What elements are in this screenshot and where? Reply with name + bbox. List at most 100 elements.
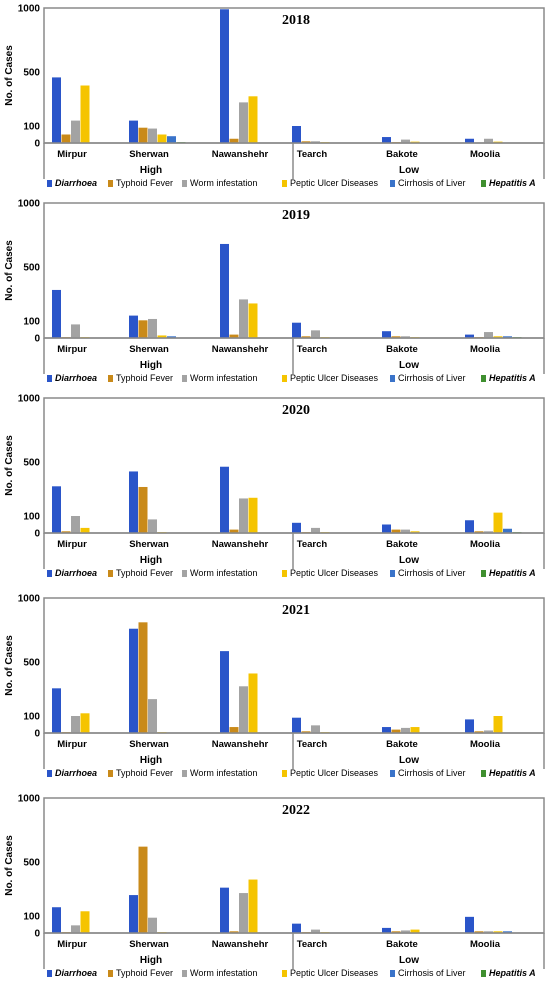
legend-label: Cirrhosis of Liver <box>398 768 466 778</box>
x-tick-label: Mirpur <box>57 739 87 750</box>
bar-peptic-ulcer-diseases-bakote <box>410 531 420 533</box>
legend-swatch <box>481 180 486 187</box>
y-tick-label: 1000 <box>18 4 41 15</box>
bar-typhoid-fever-mirpur <box>61 134 71 143</box>
y-tick-label: 1000 <box>18 199 41 210</box>
x-tick-label: Mirpur <box>57 539 87 550</box>
x-tick-label: Sherwan <box>129 149 169 160</box>
y-tick-label: 0 <box>34 729 40 740</box>
x-tick-label: Mirpur <box>57 939 87 950</box>
x-tick-label: Sherwan <box>129 739 169 750</box>
legend-swatch <box>108 970 113 977</box>
legend-label: Diarrhoea <box>55 373 97 383</box>
bar-worm-infestation-sherwan <box>148 318 157 338</box>
bar-diarrhoea-sherwan <box>129 120 138 143</box>
bar-worm-infestation-bakote <box>401 139 410 143</box>
legend-swatch <box>282 375 287 382</box>
bar-peptic-ulcer-diseases-mirpur <box>80 527 90 533</box>
legend-swatch <box>390 180 395 187</box>
x-tick-label: Nawanshehr <box>212 539 269 550</box>
group-label-high: High <box>140 955 162 966</box>
bar-diarrhoea-tearch <box>292 923 301 933</box>
y-tick-label: 1000 <box>18 594 41 605</box>
bar-typhoid-fever-sherwan <box>138 486 148 533</box>
x-tick-label: Nawanshehr <box>212 939 269 950</box>
group-label-high: High <box>140 360 162 371</box>
group-label-high: High <box>140 165 162 176</box>
legend-swatch <box>182 970 187 977</box>
bar-worm-infestation-moolia <box>484 138 493 143</box>
x-tick-label: Sherwan <box>129 939 169 950</box>
x-tick-label: Nawanshehr <box>212 149 269 160</box>
bar-typhoid-fever-nawanshehr <box>229 334 239 338</box>
legend-label: Hepatitis A <box>489 373 536 383</box>
bar-worm-infestation-tearch <box>311 527 320 533</box>
legend-swatch <box>390 970 395 977</box>
legend-swatch <box>108 570 113 577</box>
bar-diarrhoea-sherwan <box>129 895 138 933</box>
bar-peptic-ulcer-diseases-moolia <box>493 336 503 338</box>
y-tick-label: 100 <box>23 317 40 328</box>
bar-peptic-ulcer-diseases-sherwan <box>157 335 167 338</box>
y-tick-label: 500 <box>23 658 40 669</box>
legend-swatch <box>47 570 52 577</box>
bar-diarrhoea-sherwan <box>129 628 138 733</box>
legend-label: Worm infestation <box>190 373 257 383</box>
bar-worm-infestation-nawanshehr <box>239 686 248 733</box>
chart-panel-2019: 2019 0 100 500 1000 No. of Cases Mirpur Sherwan… <box>4 199 545 383</box>
bar-cirrhosis-of-liver-moolia <box>503 931 512 933</box>
group-label-low: Low <box>399 755 419 766</box>
bar-diarrhoea-sherwan <box>129 315 138 338</box>
legend-label: Peptic Ulcer Diseases <box>290 178 379 188</box>
legend-label: Cirrhosis of Liver <box>398 373 466 383</box>
legend-label: Peptic Ulcer Diseases <box>290 768 379 778</box>
bar-peptic-ulcer-diseases-moolia <box>493 512 503 533</box>
bar-typhoid-fever-sherwan <box>138 622 148 733</box>
bar-peptic-ulcer-diseases-nawanshehr <box>248 96 258 143</box>
x-tick-label: Sherwan <box>129 539 169 550</box>
legend-label: Typhoid Fever <box>116 373 173 383</box>
legend-label: Peptic Ulcer Diseases <box>290 968 379 978</box>
bar-peptic-ulcer-diseases-moolia <box>493 931 503 933</box>
bar-worm-infestation-mirpur <box>71 516 80 533</box>
y-axis-label: No. of Cases <box>4 635 15 696</box>
bar-typhoid-fever-bakote <box>391 729 401 733</box>
y-tick-label: 500 <box>23 68 40 79</box>
y-axis-label: No. of Cases <box>4 240 15 301</box>
bar-typhoid-fever-nawanshehr <box>229 727 239 733</box>
legend-swatch <box>282 970 287 977</box>
bar-worm-infestation-nawanshehr <box>239 893 248 933</box>
bar-diarrhoea-bakote <box>382 727 391 733</box>
bar-peptic-ulcer-diseases-mirpur <box>80 911 90 933</box>
legend-label: Worm infestation <box>190 968 257 978</box>
plot-frame <box>43 797 545 934</box>
bar-typhoid-fever-moolia <box>474 731 484 733</box>
plot-frame <box>43 597 545 734</box>
plot-frame <box>43 202 545 339</box>
legend-swatch <box>390 770 395 777</box>
legend-swatch <box>390 570 395 577</box>
legend-label: Diarrhoea <box>55 968 97 978</box>
bar-worm-infestation-sherwan <box>148 519 157 533</box>
bar-worm-infestation-sherwan <box>148 128 157 143</box>
bar-typhoid-fever-sherwan <box>138 320 148 338</box>
bar-worm-infestation-nawanshehr <box>239 102 248 143</box>
bar-diarrhoea-moolia <box>465 916 474 933</box>
bar-diarrhoea-moolia <box>465 719 474 733</box>
y-tick-label: 0 <box>34 529 40 540</box>
bar-worm-infestation-sherwan <box>148 917 157 933</box>
y-tick-label: 100 <box>23 712 40 723</box>
bar-worm-infestation-tearch <box>311 141 320 143</box>
bar-diarrhoea-mirpur <box>52 486 61 533</box>
bar-diarrhoea-nawanshehr <box>220 887 229 933</box>
bar-diarrhoea-tearch <box>292 322 301 338</box>
chart-title: 2018 <box>282 13 310 28</box>
y-tick-label: 100 <box>23 912 40 923</box>
legend-swatch <box>182 570 187 577</box>
chart-title: 2022 <box>282 803 310 818</box>
bar-typhoid-fever-mirpur <box>61 531 71 533</box>
legend-swatch <box>282 570 287 577</box>
bar-typhoid-fever-nawanshehr <box>229 931 239 933</box>
bar-peptic-ulcer-diseases-nawanshehr <box>248 673 258 733</box>
bar-worm-infestation-bakote <box>401 529 410 533</box>
